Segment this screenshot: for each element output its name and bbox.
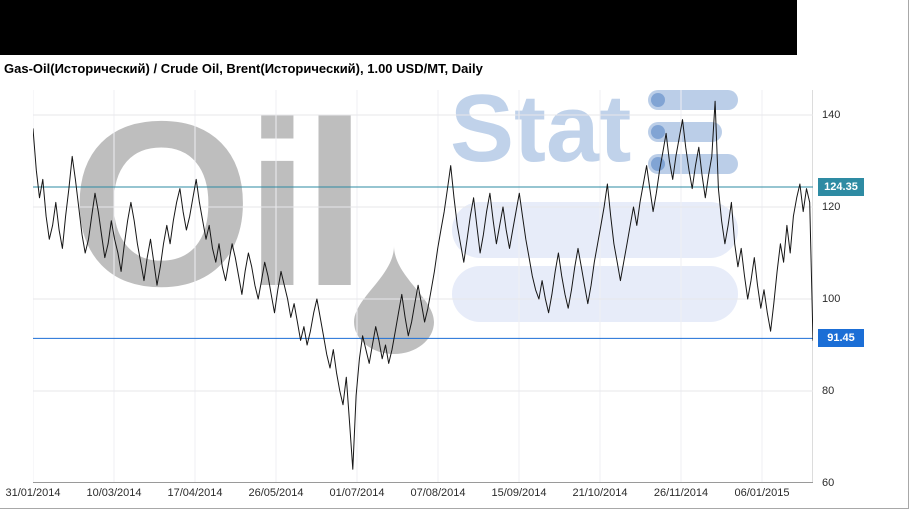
- price-tag[interactable]: 124.35: [818, 177, 864, 196]
- y-axis-label: 60: [822, 477, 835, 489]
- x-axis-label: 21/10/2014: [572, 487, 628, 499]
- x-axis-label: 26/05/2014: [248, 487, 304, 499]
- price-series-line: [33, 100, 813, 470]
- y-axis-label: 80: [822, 385, 835, 397]
- chart-plot-area[interactable]: [33, 90, 813, 483]
- y-axis-label: 120: [822, 201, 841, 213]
- chart-title: Gas-Oil(Исторический) / Crude Oil, Brent…: [4, 61, 483, 76]
- top-black-banner: [0, 0, 797, 55]
- x-axis-label: 06/01/2015: [734, 487, 790, 499]
- x-axis-label: 26/11/2014: [653, 487, 709, 499]
- y-axis-label: 140: [822, 109, 841, 121]
- price-tag[interactable]: 91.45: [818, 329, 864, 348]
- x-axis-label: 31/01/2014: [5, 487, 61, 499]
- x-axis-label: 01/07/2014: [329, 487, 385, 499]
- x-axis-label: 17/04/2014: [167, 487, 223, 499]
- y-axis-label: 100: [822, 293, 841, 305]
- price-chart: [33, 90, 813, 483]
- x-axis-label: 07/08/2014: [410, 487, 466, 499]
- x-axis-label: 10/03/2014: [86, 487, 142, 499]
- x-axis-label: 15/09/2014: [491, 487, 547, 499]
